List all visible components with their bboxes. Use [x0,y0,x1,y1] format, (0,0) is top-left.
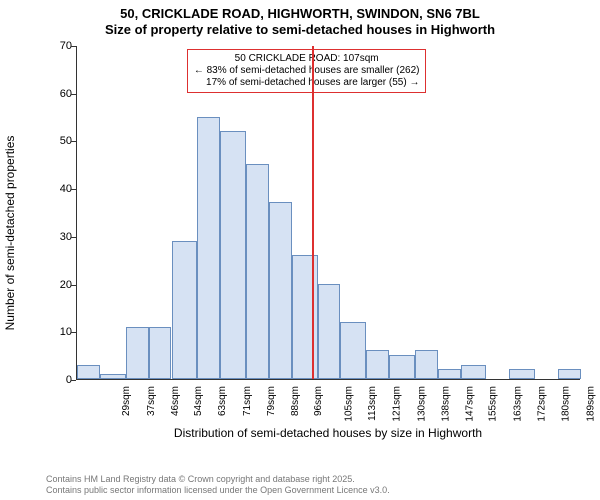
x-tick-label: 155sqm [488,386,499,422]
x-tick-label: 79sqm [266,386,277,416]
x-tick-label: 147sqm [465,386,476,422]
x-axis-label: Distribution of semi-detached houses by … [76,426,580,440]
annot-line-2: ← 83% of semi-detached houses are smalle… [194,65,420,77]
x-tick-label: 71sqm [242,386,253,416]
x-tick-label: 63sqm [217,386,228,416]
histogram-bar [269,202,292,379]
y-tick-mark [71,380,76,381]
title-line-2: Size of property relative to semi-detach… [0,22,600,38]
annot-line-1: 50 CRICKLADE ROAD: 107sqm [194,53,420,65]
x-tick-label: 105sqm [343,386,354,422]
y-tick-mark [71,141,76,142]
x-tick-label: 121sqm [392,386,403,422]
histogram-bar [77,365,100,379]
chart-area: Number of semi-detached properties 50 CR… [46,46,580,420]
y-tick-label: 60 [50,88,72,100]
y-tick-label: 20 [50,279,72,291]
footer-line-1: Contains HM Land Registry data © Crown c… [46,474,390,485]
histogram-bar [461,365,487,379]
x-tick-label: 172sqm [537,386,548,422]
histogram-bar [340,322,366,379]
y-tick-mark [71,285,76,286]
histogram-bar [509,369,535,379]
y-tick-label: 40 [50,183,72,195]
chart-title: 50, CRICKLADE ROAD, HIGHWORTH, SWINDON, … [0,0,600,39]
x-tick-label: 163sqm [512,386,523,422]
histogram-bar [415,350,438,379]
x-tick-label: 88sqm [290,386,301,416]
x-tick-label: 46sqm [170,386,181,416]
y-tick-mark [71,46,76,47]
y-tick-label: 30 [50,231,72,243]
histogram-bar [100,374,126,379]
footer-line-2: Contains public sector information licen… [46,485,390,496]
y-tick-label: 0 [50,374,72,386]
x-tick-label: 113sqm [367,386,378,421]
annotation-box: 50 CRICKLADE ROAD: 107sqm ← 83% of semi-… [187,49,427,93]
x-tick-label: 180sqm [561,386,572,422]
histogram-bar [558,369,581,379]
x-tick-label: 189sqm [585,386,596,422]
reference-line [312,46,314,379]
histogram-bar [149,327,172,379]
histogram-bar [197,117,220,379]
y-tick-label: 50 [50,135,72,147]
histogram-bar [389,355,415,379]
histogram-bar [366,350,389,379]
histogram-bar [318,284,341,379]
y-tick-mark [71,94,76,95]
x-tick-label: 96sqm [313,386,324,416]
histogram-bar [172,241,198,379]
histogram-bar [246,164,269,379]
x-tick-label: 54sqm [193,386,204,416]
x-tick-label: 130sqm [416,386,427,422]
y-tick-mark [71,332,76,333]
histogram-bar [220,131,246,379]
y-tick-label: 10 [50,326,72,338]
x-tick-label: 29sqm [121,386,132,416]
title-line-1: 50, CRICKLADE ROAD, HIGHWORTH, SWINDON, … [0,6,600,22]
x-tick-label: 138sqm [441,386,452,422]
histogram-bar [126,327,149,379]
y-tick-label: 70 [50,40,72,52]
attribution-footer: Contains HM Land Registry data © Crown c… [46,474,390,496]
annot-line-3: 17% of semi-detached houses are larger (… [194,77,420,89]
y-axis-label: Number of semi-detached properties [3,136,17,331]
y-tick-mark [71,189,76,190]
x-tick-label: 37sqm [146,386,157,416]
histogram-bar [438,369,461,379]
y-tick-mark [71,237,76,238]
plot-region: 50 CRICKLADE ROAD: 107sqm ← 83% of semi-… [76,46,580,380]
